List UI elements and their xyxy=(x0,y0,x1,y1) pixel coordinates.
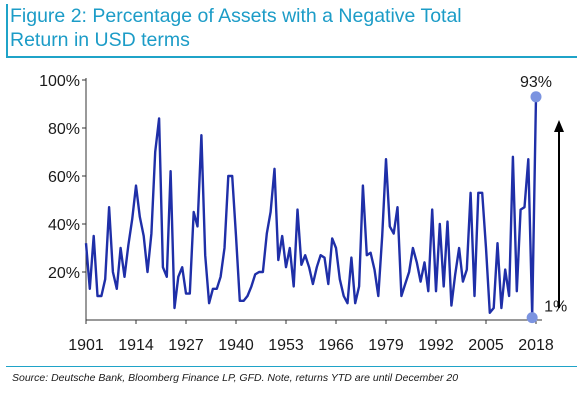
source-note: Source: Deutsche Bank, Bloomberg Finance… xyxy=(12,372,459,384)
title-frame xyxy=(6,4,577,58)
up-arrow-head xyxy=(554,120,564,132)
y-tick-label: 40% xyxy=(48,217,80,234)
x-tick-label: 1966 xyxy=(318,337,354,354)
y-tick-label: 100% xyxy=(39,73,80,90)
chart-title: Figure 2: Percentage of Assets with a Ne… xyxy=(10,5,462,51)
x-tick-label: 2005 xyxy=(468,337,504,354)
source-divider xyxy=(6,366,577,367)
x-tick-label: 1914 xyxy=(118,337,154,354)
annotations: 93% 1% xyxy=(520,74,567,324)
x-tick-label: 1953 xyxy=(268,337,304,354)
annotation-label: 93% xyxy=(520,74,552,91)
x-tick-label: 1940 xyxy=(218,337,254,354)
axes: 20% 40% 60% 80% 100% 1901 1914 1927 1940 1953 1966… xyxy=(39,73,554,354)
x-tick-label: 2018 xyxy=(518,337,554,354)
x-tick-label: 1901 xyxy=(68,337,104,354)
y-tick-label: 80% xyxy=(48,121,80,138)
plot-area xyxy=(84,96,538,317)
annotation-label: 1% xyxy=(544,299,567,316)
y-tick-label: 20% xyxy=(48,265,80,282)
x-tick-label: 1927 xyxy=(168,337,204,354)
x-tick-label: 1979 xyxy=(368,337,404,354)
annotation-marker xyxy=(530,91,542,103)
annotation-marker xyxy=(526,312,538,324)
y-tick-label: 60% xyxy=(48,169,80,186)
x-tick-label: 1992 xyxy=(418,337,454,354)
series-line xyxy=(84,96,538,317)
